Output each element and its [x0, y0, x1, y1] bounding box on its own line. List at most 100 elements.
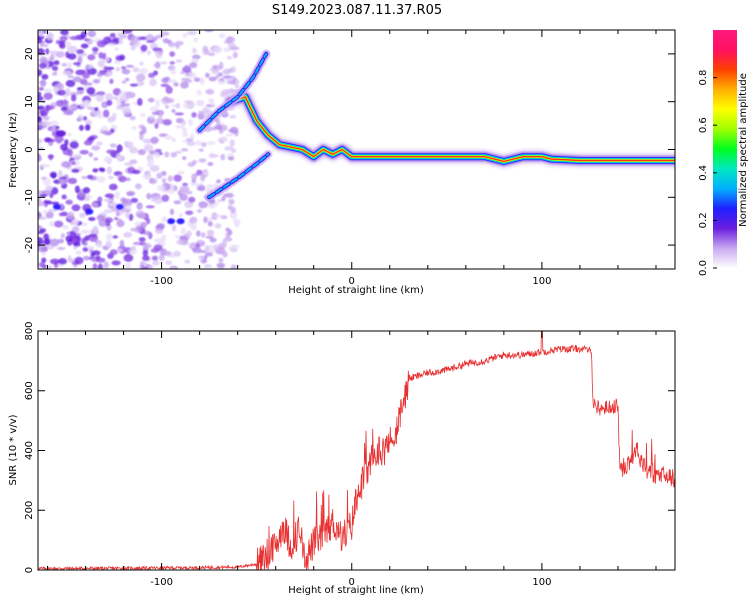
noise-blob: [49, 171, 58, 178]
noise-blob: [234, 84, 240, 89]
noise-blob: [38, 216, 47, 220]
noise-blob: [107, 43, 116, 47]
noise-blob: [38, 138, 43, 143]
noise-blob: [126, 92, 135, 98]
noise-blob: [151, 111, 160, 116]
noise-blob: [175, 43, 180, 49]
noise-blob: [38, 91, 42, 97]
noise-blob: [135, 183, 142, 190]
noise-blob: [87, 106, 95, 110]
noise-blob: [51, 65, 59, 71]
noise-blob: [82, 116, 88, 121]
noise-blob: [222, 75, 232, 79]
noise-blob: [226, 80, 236, 85]
noise-blob: [71, 161, 76, 165]
noise-blob: [106, 99, 113, 106]
noise-blob: [184, 64, 190, 71]
noise-blob: [158, 113, 163, 118]
noise-blob: [61, 62, 68, 67]
noise-blob: [142, 138, 152, 144]
noise-blob: [165, 85, 173, 94]
noise-blob: [109, 78, 114, 85]
noise-blob: [96, 214, 106, 221]
noise-blob: [181, 126, 187, 135]
noise-blob: [116, 98, 122, 106]
noise-blob: [218, 257, 224, 263]
noise-blob: [102, 130, 111, 136]
noise-blob: [41, 73, 49, 80]
noise-blob: [207, 230, 214, 237]
noise-blob: [226, 133, 233, 137]
spectrogram-xtick-label: 0: [349, 276, 355, 287]
spectrogram-ytick-label: 0: [24, 146, 35, 152]
noise-blob: [108, 183, 118, 191]
snr-xtick-label: 100: [532, 577, 551, 588]
noise-blob: [38, 86, 45, 91]
snr-ylabel: SNR (10 * v/v): [8, 414, 19, 485]
noise-blob: [118, 90, 129, 99]
noise-blob: [60, 106, 68, 112]
noise-blob: [169, 61, 175, 65]
ridge-layer: [229, 96, 675, 163]
figure-title: S149.2023.087.11.37.R05: [272, 3, 442, 18]
noise-blob: [166, 97, 175, 104]
noise-blob: [214, 223, 222, 229]
noise-blob: [54, 134, 64, 143]
noise-blob: [48, 154, 53, 161]
noise-blob: [196, 89, 202, 96]
noise-blob: [130, 197, 139, 203]
noise-blob: [38, 236, 44, 244]
noise-blob: [186, 230, 192, 237]
noise-blob: [184, 259, 191, 264]
noise-blob: [126, 177, 131, 182]
noise-blob: [180, 81, 189, 89]
noise-blob: [39, 44, 49, 48]
noise-blob: [188, 118, 193, 127]
noise-blob: [182, 156, 187, 161]
noise-blob: [112, 88, 122, 96]
noise-blob: [175, 125, 185, 129]
noise-blob: [121, 80, 127, 84]
noise-blob: [132, 67, 140, 73]
noise-blob: [67, 75, 74, 79]
noise-blob: [124, 162, 134, 166]
noise-blob: [198, 201, 208, 209]
snr-line: [38, 331, 675, 570]
spectrogram-ytick-label: -10: [24, 189, 35, 205]
noise-blob: [67, 53, 77, 60]
noise-blob: [42, 178, 51, 186]
noise-blob: [189, 62, 198, 69]
noise-blob: [153, 152, 161, 159]
noise-blob: [171, 224, 177, 232]
noise-blob: [174, 235, 181, 239]
colorbar: 0.0 0.2 0.4 0.6 0.8 Normalized spectral ampl…: [698, 30, 749, 276]
noise-blob: [42, 115, 50, 121]
noise-blob: [92, 263, 98, 269]
noise-blob: [102, 109, 110, 118]
noise-blob: [39, 261, 45, 268]
noise-blob: [233, 221, 240, 228]
noise-blob: [140, 113, 146, 118]
noise-blob: [39, 57, 48, 64]
noise-blob: [58, 40, 65, 48]
noise-blob: [38, 30, 44, 37]
noise-blob: [38, 37, 43, 44]
noise-blob: [129, 115, 136, 121]
noise-blob: [126, 191, 135, 197]
noise-blob: [184, 201, 194, 209]
noise-blob: [183, 100, 194, 104]
noise-blob: [82, 71, 90, 79]
noise-blob: [48, 120, 59, 126]
noise-blob: [57, 238, 65, 244]
noise-blob: [57, 89, 67, 96]
noise-blob: [229, 66, 237, 73]
noise-blob: [84, 197, 90, 202]
spectrogram-xtick-label: -100: [150, 276, 173, 287]
snr-ytick-label: 800: [24, 321, 35, 340]
noise-blob: [41, 121, 51, 127]
noise-blob: [72, 62, 81, 66]
noise-blob: [82, 247, 89, 252]
noise-blob: [137, 149, 146, 156]
noise-blob: [131, 169, 141, 174]
noise-blob: [76, 49, 85, 54]
